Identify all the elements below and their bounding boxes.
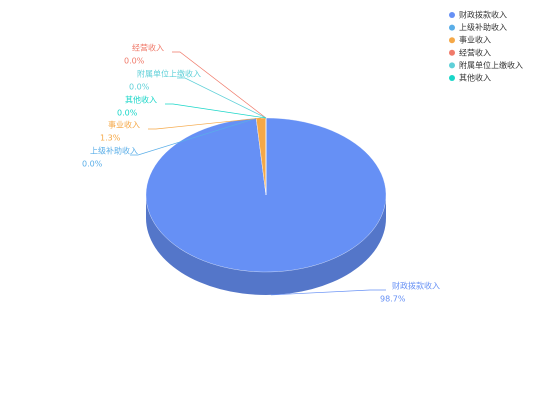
legend-label: 上级补助收入 — [459, 22, 507, 32]
slice-value: 0.0% — [124, 57, 145, 66]
slice-label: 附属单位上缴收入 — [137, 69, 201, 79]
slice-value: 0.0% — [117, 109, 138, 118]
legend-marker — [449, 24, 455, 31]
leader-line — [177, 77, 267, 119]
legend-label: 附属单位上缴收入 — [459, 60, 523, 70]
leader-line — [130, 117, 257, 156]
slice-label: 上级补助收入 — [90, 146, 138, 156]
slice-label: 其他收入 — [125, 95, 157, 105]
pie-side — [146, 195, 386, 295]
slice-label: 经营收入 — [132, 43, 164, 53]
slice-value: 0.0% — [129, 83, 150, 92]
labels: 财政拨款收入 98.7% 上级补助收入 0.0% 事业收入 1.3% 经营收入 0.0% 附属单… — [82, 43, 440, 304]
slice-value: 98.7% — [380, 295, 406, 304]
legend-label: 其他收入 — [459, 73, 491, 83]
legend-marker — [449, 49, 455, 56]
pie-sides — [146, 195, 386, 295]
slice-value: 0.0% — [82, 160, 103, 169]
leader-line — [270, 289, 386, 296]
legend-marker — [449, 37, 455, 44]
slice-label: 事业收入 — [108, 120, 140, 130]
slice-label: 财政拨款收入 — [392, 281, 440, 291]
slice-value: 1.3% — [100, 134, 121, 143]
leader-line — [165, 103, 267, 119]
leader-line — [148, 117, 262, 130]
legend-label: 财政拨款收入 — [459, 10, 507, 20]
legend-marker — [449, 12, 455, 18]
pie-tops — [145, 117, 387, 273]
legend-label: 经营收入 — [459, 47, 491, 57]
legend-marker — [449, 75, 455, 81]
leader-line — [172, 51, 267, 119]
legend-marker — [449, 62, 455, 69]
legend-label: 事业收入 — [459, 35, 491, 45]
